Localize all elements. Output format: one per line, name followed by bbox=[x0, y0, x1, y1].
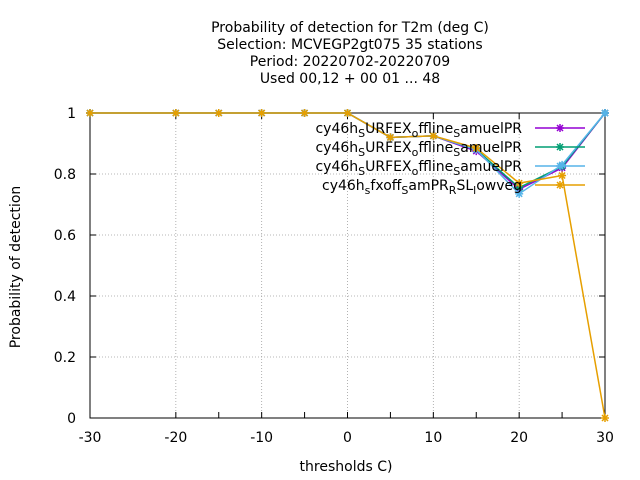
point-marker bbox=[343, 109, 352, 117]
x-tick-label: 10 bbox=[424, 430, 442, 446]
data-point bbox=[601, 109, 609, 117]
series-line bbox=[90, 112, 606, 419]
x-axis-label: thresholds C) bbox=[300, 459, 393, 475]
point-marker bbox=[558, 171, 566, 180]
legend-label: cy46hsfxoffSamPRRSLlowveg bbox=[322, 178, 522, 197]
y-tick-label: 1 bbox=[67, 106, 76, 122]
point-marker bbox=[472, 144, 480, 152]
data-point bbox=[515, 189, 524, 198]
data-point bbox=[429, 131, 438, 140]
ticks: -30 -20 -10 0 10 20 30 0 0.2 0.4 0.6 0.8 1 bbox=[54, 106, 614, 446]
data-point bbox=[386, 133, 395, 142]
point-marker bbox=[429, 132, 437, 140]
x-tick-label: 30 bbox=[596, 430, 614, 446]
data-point bbox=[171, 109, 180, 117]
point-marker bbox=[86, 109, 94, 117]
title-line: Selection: MCVEGP2gt075 35 stations bbox=[217, 37, 482, 53]
point-marker bbox=[386, 133, 394, 141]
grid bbox=[90, 113, 605, 418]
legend-marker bbox=[556, 143, 564, 151]
y-tick-label: 0.6 bbox=[54, 228, 76, 244]
title-line: Used 00,12 + 00 01 ... 48 bbox=[260, 71, 440, 87]
data-point bbox=[343, 109, 352, 117]
legend-label: cy46hSURFEXofflineSamuelPR bbox=[315, 140, 522, 159]
x-tick-label: -30 bbox=[79, 430, 102, 446]
legend-label: cy46hSURFEXofflineSamuelPR bbox=[315, 121, 522, 140]
y-tick-label: 0.4 bbox=[54, 289, 76, 305]
x-tick-label: -10 bbox=[250, 430, 273, 446]
title-line: Probability of detection for T2m (deg C) bbox=[211, 20, 489, 36]
y-tick-label: 0.8 bbox=[54, 167, 76, 183]
data-point bbox=[257, 109, 266, 117]
y-tick-label: 0.2 bbox=[54, 350, 76, 366]
legend-marker bbox=[556, 162, 564, 170]
point-marker bbox=[515, 190, 523, 198]
y-axis-label: Probability of detection bbox=[8, 186, 24, 349]
legend-marker bbox=[556, 181, 564, 189]
chart-title: Probability of detection for T2m (deg C)… bbox=[211, 20, 489, 87]
data-point bbox=[214, 109, 223, 117]
data-point bbox=[472, 144, 481, 153]
point-marker bbox=[215, 109, 223, 117]
point-marker bbox=[601, 109, 609, 117]
x-tick-label: 0 bbox=[343, 430, 352, 446]
y-tick-label: 0 bbox=[67, 411, 76, 427]
data-point bbox=[601, 414, 609, 422]
point-marker bbox=[258, 109, 266, 117]
title-line: Period: 20220702-20220709 bbox=[250, 54, 450, 70]
legend-label: cy46hSURFEXofflineSamuelPR bbox=[315, 159, 522, 178]
point-marker bbox=[301, 109, 309, 117]
point-marker bbox=[601, 414, 609, 422]
data-point bbox=[300, 109, 309, 117]
series bbox=[86, 109, 609, 422]
data-point bbox=[515, 179, 524, 188]
data-point bbox=[558, 171, 567, 180]
point-marker bbox=[515, 179, 523, 187]
data-point bbox=[86, 109, 94, 117]
x-tick-label: -20 bbox=[164, 430, 187, 446]
x-tick-label: 20 bbox=[510, 430, 528, 446]
point-marker bbox=[172, 109, 180, 117]
legend: cy46hSURFEXofflineSamuelPRcy46hSURFEXoff… bbox=[315, 121, 585, 197]
legend-marker bbox=[556, 124, 564, 132]
